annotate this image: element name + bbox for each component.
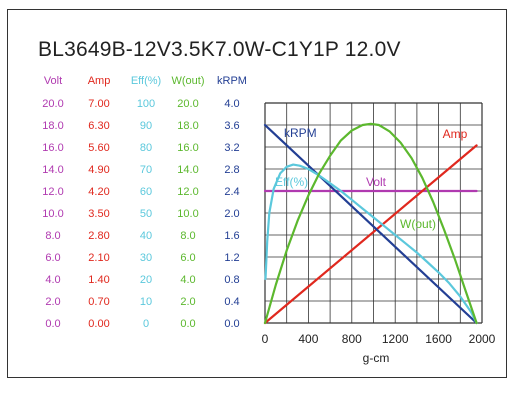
tick-label: 18.0 xyxy=(42,120,63,132)
tick-label: 8.0 xyxy=(45,230,60,242)
x-tick-label: 800 xyxy=(342,332,362,346)
series-label-amp: Amp xyxy=(443,127,468,141)
series-line-eff xyxy=(264,163,478,325)
tick-label: 0.8 xyxy=(224,274,239,286)
x-tick-label: 400 xyxy=(298,332,318,346)
axis-header-wout: W(out) xyxy=(172,75,205,87)
axis-header-eff: Eff(%) xyxy=(131,75,161,87)
tick-label: 4.0 xyxy=(45,274,60,286)
tick-label: 7.00 xyxy=(88,98,109,110)
axis-header-amp: Amp xyxy=(88,75,111,87)
x-tick-label: 0 xyxy=(262,332,269,346)
tick-label: 50 xyxy=(140,208,152,220)
tick-label: 70 xyxy=(140,164,152,176)
tick-label: 4.0 xyxy=(180,274,195,286)
tick-label: 12.0 xyxy=(42,186,63,198)
series-label-krpm: kRPM xyxy=(284,126,317,140)
series-label-eff: Eff(%) xyxy=(275,175,308,189)
tick-label: 10.0 xyxy=(177,208,198,220)
tick-label: 12.0 xyxy=(177,186,198,198)
x-tick-label: 2000 xyxy=(469,332,496,346)
tick-label: 20.0 xyxy=(177,98,198,110)
tick-label: 0.4 xyxy=(224,296,239,308)
tick-label: 10 xyxy=(140,296,152,308)
tick-label: 80 xyxy=(140,142,152,154)
tick-label: 0.70 xyxy=(88,296,109,308)
series-line-wout xyxy=(263,122,478,325)
x-axis-label: g-cm xyxy=(363,351,390,365)
tick-label: 3.6 xyxy=(224,120,239,132)
tick-label: 0.00 xyxy=(88,318,109,330)
tick-label: 0 xyxy=(143,318,149,330)
tick-label: 3.50 xyxy=(88,208,109,220)
x-tick-label: 1600 xyxy=(425,332,452,346)
series-line-krpm xyxy=(263,123,478,325)
tick-label: 2.4 xyxy=(224,186,239,198)
tick-label: 16.0 xyxy=(42,142,63,154)
tick-label: 6.30 xyxy=(88,120,109,132)
series-line-amp xyxy=(263,144,478,325)
tick-label: 100 xyxy=(137,98,155,110)
tick-label: 6.0 xyxy=(45,252,60,264)
tick-label: 10.0 xyxy=(42,208,63,220)
tick-label: 0.0 xyxy=(180,318,195,330)
tick-label: 60 xyxy=(140,186,152,198)
tick-label: 30 xyxy=(140,252,152,264)
series-label-wout: W(out) xyxy=(400,217,436,231)
tick-label: 0.0 xyxy=(45,318,60,330)
x-tick-label: 1200 xyxy=(382,332,409,346)
tick-label: 5.60 xyxy=(88,142,109,154)
tick-label: 8.0 xyxy=(180,230,195,242)
tick-label: 4.20 xyxy=(88,186,109,198)
axis-header-krpm: kRPM xyxy=(217,75,247,87)
tick-label: 0.0 xyxy=(224,318,239,330)
tick-label: 4.90 xyxy=(88,164,109,176)
tick-label: 40 xyxy=(140,230,152,242)
tick-label: 2.8 xyxy=(224,164,239,176)
chart-frame xyxy=(7,9,507,378)
tick-label: 90 xyxy=(140,120,152,132)
tick-label: 2.80 xyxy=(88,230,109,242)
tick-label: 2.0 xyxy=(224,208,239,220)
tick-label: 1.2 xyxy=(224,252,239,264)
tick-label: 20 xyxy=(140,274,152,286)
tick-label: 18.0 xyxy=(177,120,198,132)
tick-label: 14.0 xyxy=(42,164,63,176)
tick-label: 1.6 xyxy=(224,230,239,242)
tick-label: 4.0 xyxy=(224,98,239,110)
tick-label: 14.0 xyxy=(177,164,198,176)
chart-title: BL3649B-12V3.5K7.0W-C1Y1P 12.0V xyxy=(38,38,401,61)
tick-label: 2.10 xyxy=(88,252,109,264)
tick-label: 2.0 xyxy=(45,296,60,308)
series-label-volt: Volt xyxy=(366,175,387,189)
axis-header-volt: Volt xyxy=(44,75,62,87)
tick-label: 2.0 xyxy=(180,296,195,308)
tick-label: 20.0 xyxy=(42,98,63,110)
tick-label: 1.40 xyxy=(88,274,109,286)
tick-label: 6.0 xyxy=(180,252,195,264)
tick-label: 3.2 xyxy=(224,142,239,154)
tick-label: 16.0 xyxy=(177,142,198,154)
